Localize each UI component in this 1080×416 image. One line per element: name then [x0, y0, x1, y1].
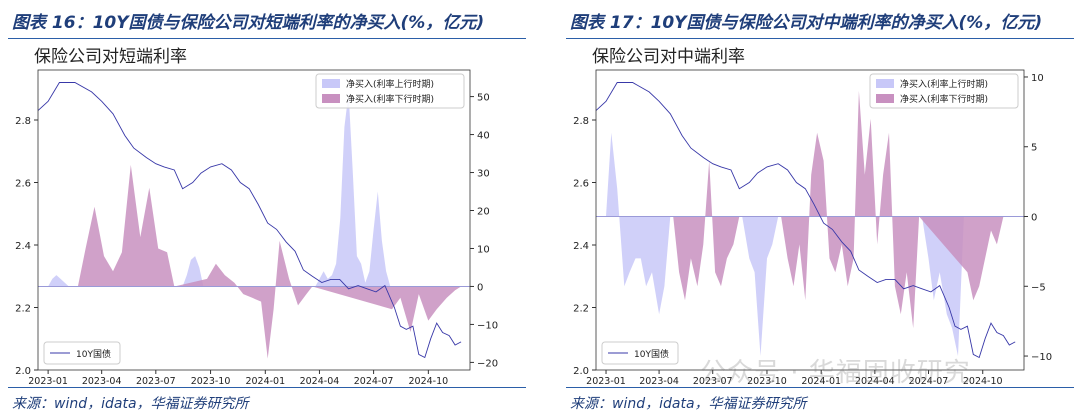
watermark: 公众号 · 华福固收研究: [700, 358, 971, 388]
x-tick-label: 2024-04: [855, 376, 895, 386]
net-buy-rising-area: [48, 92, 391, 287]
legend-swatch: [876, 79, 894, 88]
y-left-tick-label: 2.0: [573, 366, 589, 377]
y-right-tick-label: 20: [477, 207, 490, 218]
legend-label: 净买入(利率上行时期): [900, 78, 988, 90]
legend-bottom-left: [43, 341, 121, 365]
y-left-tick-label: 2.6: [15, 179, 31, 190]
legend-top-right: [869, 73, 1019, 109]
y-right-tick-label: 5: [1031, 143, 1037, 154]
legend-swatch: [876, 94, 894, 103]
y-left-tick-label: 2.8: [15, 116, 31, 127]
y-right-tick-label: 10: [1031, 73, 1044, 84]
legend-label: 净买入(利率下行时期): [346, 93, 434, 105]
chart-title: 保险公司对中端利率: [592, 47, 745, 67]
y-right-tick-label: 0: [1031, 213, 1037, 224]
x-tick-label: 2023-04: [639, 376, 679, 386]
yield-10y-line: [595, 82, 1016, 359]
legend-label: 10Y国债: [76, 348, 111, 360]
legend-swatch: [322, 94, 340, 103]
x-tick-label: 2023-07: [136, 376, 176, 386]
y-left-tick-label: 2.8: [573, 116, 589, 127]
y-right-tick-label: 40: [477, 131, 490, 142]
legend-label: 10Y国债: [634, 348, 669, 360]
x-tick-label: 2024-07: [909, 376, 949, 386]
x-tick-label: 2023-01: [586, 376, 626, 386]
y-right-tick-label: 0: [477, 282, 483, 293]
x-tick-label: 2023-10: [191, 376, 231, 386]
figure-17-source: 来源：wind，idata，华福证券研究所: [570, 396, 807, 412]
y-left-tick-label: 2.4: [15, 241, 31, 252]
net-buy-falling-area: [77, 164, 462, 359]
plot-frame: [595, 69, 1025, 371]
figure-17-caption: 图表 17：10Y国债与保险公司对中端利率的净买入(%，亿元): [570, 13, 1043, 33]
y-right-tick-label: 30: [477, 169, 490, 180]
x-tick-label: 2023-04: [82, 376, 122, 386]
legend-label: 净买入(利率上行时期): [346, 78, 434, 90]
short-end-chart: 保险公司对短端利率 2.0 2.2 2.4 2.6 2.8 −20 −10 0 10 20 30 40 5…: [15, 47, 498, 386]
legend-top-right: [315, 73, 465, 109]
x-tick-label: 2024-10: [408, 376, 448, 386]
x-tick-label: 2024-01: [245, 376, 285, 386]
legend-label: 净买入(利率下行时期): [900, 93, 988, 105]
x-tick-label: 2023-01: [28, 376, 68, 386]
caption-rule-right: [566, 38, 1074, 39]
legend-swatch: [322, 79, 340, 88]
plot-frame: [37, 69, 471, 371]
mid-end-chart: 保险公司对中端利率 2.0 2.2 2.4 2.6 2.8 −10 −5 0 5 10 2023-01…: [573, 47, 1052, 386]
y-right-tick-label: 10: [477, 244, 490, 255]
y-left-tick-label: 2.2: [573, 304, 589, 315]
caption-rule-left: [8, 38, 526, 39]
legend-bottom-left: [601, 341, 679, 365]
y-left-tick-label: 2.4: [573, 241, 589, 252]
x-tick-label: 2023-07: [693, 376, 733, 386]
y-right-tick-label: −5: [1031, 282, 1046, 293]
x-tick-label: 2023-10: [747, 376, 787, 386]
y-right-tick-label: 50: [477, 93, 490, 104]
yield-10y-line: [37, 82, 462, 359]
y-left-tick-label: 2.0: [15, 366, 31, 377]
y-right-tick-label: −20: [477, 358, 498, 369]
chart-title: 保险公司对短端利率: [34, 47, 187, 67]
figure-16-caption: 图表 16：10Y国债与保险公司对短端利率的净买入(%，亿元): [12, 13, 485, 33]
x-tick-label: 2024-04: [300, 376, 340, 386]
y-left-tick-label: 2.2: [15, 304, 31, 315]
figure-16-source: 来源：wind，idata，华福证券研究所: [12, 396, 249, 412]
net-buy-falling-area: [673, 90, 1016, 329]
y-right-tick-label: −10: [1031, 352, 1052, 363]
source-rule-left: [8, 387, 526, 388]
y-right-tick-label: −10: [477, 320, 498, 331]
x-tick-label: 2024-07: [354, 376, 394, 386]
y-left-tick-label: 2.6: [573, 179, 589, 190]
source-rule-right: [566, 387, 1074, 388]
x-tick-label: 2024-10: [963, 376, 1003, 386]
x-tick-label: 2024-01: [801, 376, 841, 386]
